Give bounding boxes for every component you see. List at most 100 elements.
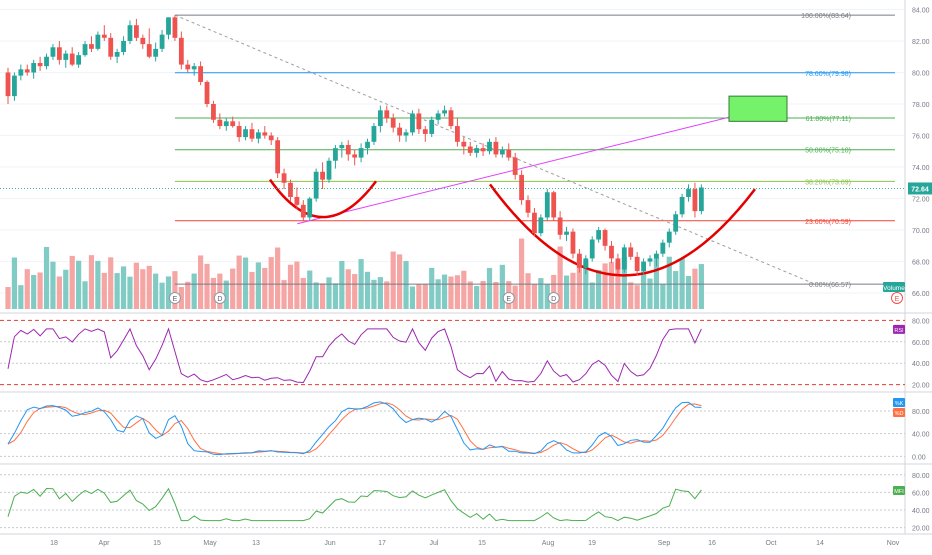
upcoming-earnings-marker (891, 292, 903, 304)
event-marker-label: E (506, 296, 511, 303)
volume-bar (326, 277, 332, 309)
volume-bar (397, 254, 403, 309)
candle-body (95, 34, 101, 49)
price-tick-label: 70.00 (912, 228, 930, 235)
volume-bar (56, 276, 62, 309)
candle-body (487, 141, 492, 152)
candle-body (320, 171, 325, 180)
volume-bar (531, 284, 538, 309)
candle-body (422, 129, 428, 134)
volume-bar (576, 257, 582, 309)
volume-bar (345, 269, 351, 309)
candle-body (249, 129, 255, 139)
volume-bar (615, 262, 621, 309)
price-tick-label: 82.00 (912, 39, 930, 46)
candle-body (281, 173, 287, 183)
candle-body (493, 141, 499, 155)
candle-body (679, 196, 685, 215)
candle-body (673, 214, 679, 232)
candle-body (24, 69, 30, 73)
candle-body (589, 239, 595, 259)
target-box (728, 95, 788, 122)
candle-body (140, 37, 146, 45)
candle-body (236, 126, 242, 138)
rsi-badge (893, 324, 905, 334)
candle-body (5, 72, 11, 97)
stoch-k-line (7, 401, 702, 456)
volume-bar (262, 267, 268, 309)
candle-body (692, 189, 698, 212)
fib-level-label: 0.00%(66.57) (809, 282, 851, 289)
candle-body (44, 56, 49, 67)
volume-bar (101, 272, 107, 309)
volume-bar (551, 274, 557, 309)
last-price-tag (908, 182, 932, 195)
candle-body (576, 253, 582, 268)
volume-bar (63, 269, 69, 309)
volume-bar (480, 280, 486, 309)
volume-bar (666, 256, 672, 309)
candle-body (557, 217, 563, 235)
fib-level-label: 61.80%(77.11) (806, 116, 851, 123)
volume-bar (570, 272, 576, 309)
volume-bar (43, 246, 50, 309)
volume-bar (486, 267, 493, 309)
price-axis[interactable]: 84.00 82.00 80.00 78.00 76.00 74.00 72.00 70.00… (0, 7, 932, 298)
candle-body (410, 113, 415, 133)
volume-bar (377, 277, 383, 309)
price-tick-label: 66.00 (912, 291, 930, 298)
candle-body (275, 140, 281, 174)
volume-bar (108, 257, 114, 309)
candle-body (198, 66, 203, 82)
volume-bar (653, 257, 660, 309)
event-marker-label: E (173, 296, 178, 303)
time-tick-label: Sep (658, 540, 671, 547)
price-tick-label: 74.00 (912, 165, 930, 172)
candle-body (223, 121, 229, 127)
event-marker-label: D (217, 296, 222, 303)
candle-body (352, 154, 358, 158)
candle-body (480, 148, 486, 152)
right-cup-arc (488, 183, 756, 277)
candle-body (178, 37, 184, 65)
time-axis[interactable]: 18 Apr 15 May 13 Jun 17 Jul 15 Aug 19 Sep 16 Oct 14 Nov (50, 540, 900, 547)
volume-bar (230, 268, 236, 309)
volume-bar (461, 270, 467, 309)
candle-body (69, 53, 75, 65)
event-marker-label: D (551, 296, 556, 303)
stoch-d-line (7, 402, 702, 455)
stoch-d-badge-label: %D (895, 411, 904, 417)
volume-bar (191, 273, 197, 309)
volume-bar (236, 255, 242, 309)
candle-body (647, 258, 653, 262)
candle-body (121, 40, 126, 52)
candle-body (416, 113, 422, 130)
time-tick-label: Jun (324, 540, 335, 547)
volume-bar (416, 284, 422, 309)
candle-body (455, 126, 460, 142)
candle-body (50, 47, 56, 57)
volume-bars (5, 238, 704, 309)
candle-body (377, 110, 383, 127)
volume-bar (422, 284, 428, 309)
left-cup-arc (268, 178, 378, 219)
candle-body (108, 37, 114, 57)
fibonacci-retracement[interactable]: 100.00%(83.64) 78.60%(79.98) 61.80%(77.11)… (174, 13, 895, 289)
volume-bar (159, 282, 165, 309)
indicator-level-tick: 40.00 (912, 361, 930, 368)
candle-body (609, 245, 614, 259)
time-tick-label: 18 (50, 540, 58, 547)
event-markers[interactable]: E D E D E Volume (168, 282, 905, 304)
candle-body (384, 110, 390, 119)
candle-body (512, 157, 518, 175)
candle-body (564, 231, 569, 235)
volume-bar (95, 260, 101, 309)
volume-bar (628, 282, 634, 309)
candle-body (698, 187, 704, 212)
drawings[interactable] (174, 14, 816, 285)
event-marker-circle (502, 292, 515, 304)
volume-bar (448, 276, 454, 309)
candle-body (217, 119, 223, 127)
candle-body (544, 192, 550, 218)
